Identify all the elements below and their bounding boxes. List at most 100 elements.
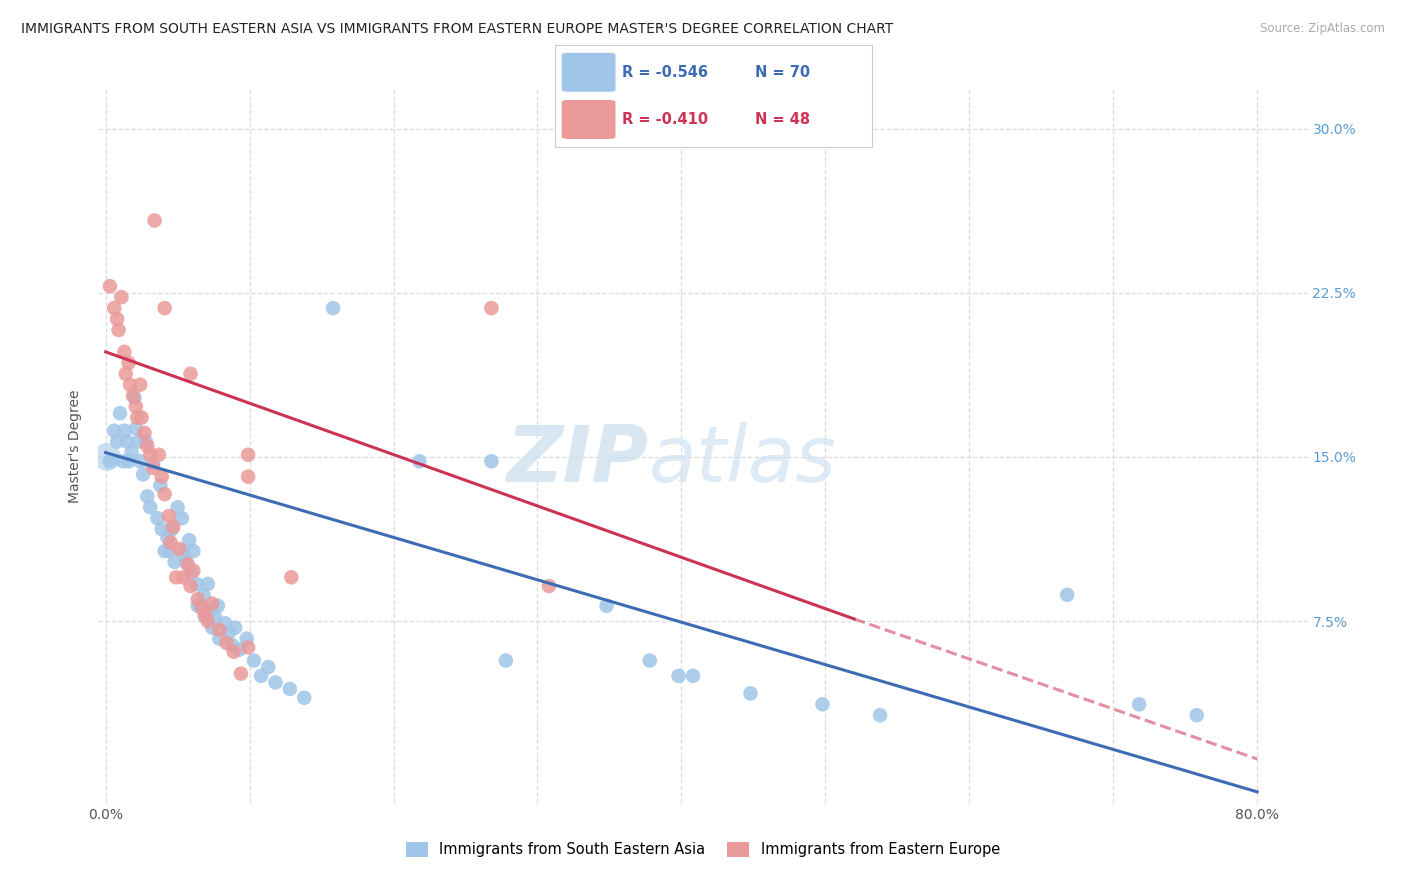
Point [125, 421, 148, 435]
Point [125, 400, 148, 414]
Point [197, 614, 219, 628]
Point [215, 636, 238, 650]
Point [163, 555, 186, 569]
FancyBboxPatch shape [562, 100, 616, 139]
Point [236, 469, 259, 483]
Point [153, 544, 176, 558]
Point [191, 601, 214, 615]
Point [197, 577, 219, 591]
Point [595, 599, 617, 613]
Point [149, 478, 172, 492]
Point [153, 301, 176, 315]
Point [166, 500, 188, 515]
Point [111, 454, 134, 468]
Point [218, 625, 240, 640]
Point [682, 669, 704, 683]
Point [194, 609, 217, 624]
Point [160, 522, 183, 536]
Text: N = 48: N = 48 [755, 112, 810, 127]
Point [180, 566, 202, 580]
Point [122, 389, 145, 403]
Point [105, 434, 128, 449]
Point [186, 577, 208, 591]
Text: ZIP: ZIP [506, 422, 648, 499]
Point [110, 290, 132, 304]
Point [811, 698, 834, 712]
Point [1128, 698, 1150, 712]
Point [105, 312, 128, 326]
Point [408, 454, 430, 468]
Point [200, 603, 222, 617]
FancyBboxPatch shape [562, 53, 616, 92]
Point [224, 621, 246, 635]
Point [638, 653, 661, 667]
Point [236, 448, 259, 462]
Point [1185, 708, 1208, 723]
Legend: Immigrants from South Eastern Asia, Immigrants from Eastern Europe: Immigrants from South Eastern Asia, Immi… [399, 836, 1007, 863]
Point [98, 279, 121, 293]
Point [108, 406, 131, 420]
Point [112, 344, 135, 359]
Point [118, 356, 141, 370]
Point [103, 424, 125, 438]
Point [228, 642, 250, 657]
Point [118, 454, 141, 468]
Point [167, 541, 190, 556]
Point [131, 410, 153, 425]
Y-axis label: Master's Degree: Master's Degree [69, 389, 83, 503]
Point [190, 599, 212, 613]
Point [98, 454, 121, 468]
Point [124, 391, 146, 405]
Point [668, 669, 690, 683]
Point [148, 448, 170, 462]
Point [165, 570, 187, 584]
Point [127, 410, 149, 425]
Point [481, 454, 503, 468]
Point [481, 301, 503, 315]
Point [180, 367, 202, 381]
Text: IMMIGRANTS FROM SOUTH EASTERN ASIA VS IMMIGRANTS FROM EASTERN EUROPE MASTER'S DE: IMMIGRANTS FROM SOUTH EASTERN ASIA VS IM… [21, 22, 893, 37]
Point [136, 489, 159, 503]
Point [257, 660, 280, 674]
Point [201, 621, 224, 635]
Point [139, 500, 162, 515]
Point [208, 632, 231, 646]
Point [115, 434, 138, 449]
Point [204, 609, 226, 624]
Point [208, 623, 231, 637]
Text: Source: ZipAtlas.com: Source: ZipAtlas.com [1260, 22, 1385, 36]
Point [96, 450, 118, 464]
Point [292, 690, 315, 705]
Point [1056, 588, 1078, 602]
Point [250, 669, 273, 683]
Point [172, 570, 194, 584]
Point [134, 425, 156, 440]
Point [280, 570, 302, 584]
Text: atlas: atlas [648, 422, 837, 499]
Point [229, 666, 252, 681]
Point [129, 377, 152, 392]
Point [142, 457, 165, 471]
Point [132, 467, 155, 482]
Point [156, 531, 179, 545]
Point [187, 599, 209, 613]
Point [236, 640, 259, 655]
Point [869, 708, 891, 723]
Point [157, 544, 180, 558]
Point [537, 579, 560, 593]
Point [139, 448, 162, 462]
Text: R = -0.546: R = -0.546 [621, 65, 707, 79]
Point [179, 533, 201, 548]
Point [128, 434, 150, 449]
Point [222, 645, 245, 659]
Point [135, 434, 157, 449]
Point [243, 653, 266, 667]
Point [221, 638, 243, 652]
Point [150, 522, 173, 536]
Point [146, 511, 169, 525]
Point [121, 445, 143, 459]
Point [193, 588, 215, 602]
Point [176, 558, 198, 572]
Point [322, 301, 344, 315]
Point [495, 653, 517, 667]
